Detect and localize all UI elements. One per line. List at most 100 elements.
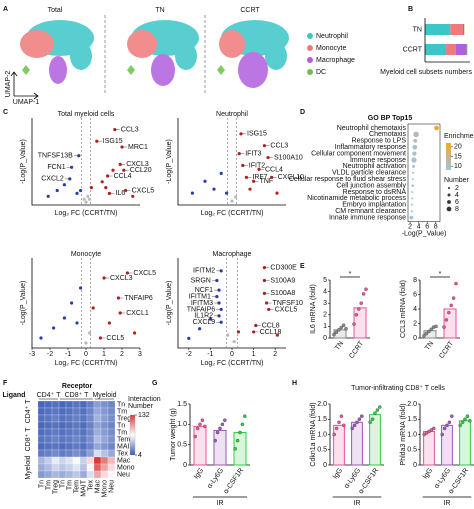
heat-cell [58,414,67,423]
gene-label: TNFSF10 [273,300,303,307]
x-tick-label: 2 [408,223,412,230]
point [339,325,343,330]
heat-cell [100,442,109,451]
cell-cluster [20,30,54,58]
gene-label: TNFSF13B [38,153,73,160]
point [360,414,364,418]
point [332,332,336,337]
gene-label: IFITM2 [193,268,215,275]
point [355,420,359,425]
axis-title: Ligand [3,392,26,399]
point [240,422,245,427]
point [200,418,205,423]
cell-cluster [151,54,175,86]
gene-label: CXCL9 [193,319,216,326]
term-label: Immune response [350,157,406,164]
dot [413,138,418,143]
bar [193,425,207,466]
axis-label: -Log(P_Value) [20,139,27,184]
point [82,197,86,201]
point [218,426,222,431]
gene-label: CXCL2 [41,176,64,183]
chart-title: Neutrophil [216,111,248,118]
heat-cell [51,421,60,430]
heat-cell [79,442,88,451]
point [458,423,462,428]
term-label: CM remnant clearance [335,208,406,215]
bar-segment [425,44,447,55]
cell-cluster [22,65,30,75]
heat-cell [100,435,109,444]
y-tick-label: 1 [323,323,327,330]
category-label: α-Ly6G [343,467,362,490]
gene-label: CCL18 [260,329,282,336]
heat-cell [51,463,60,472]
colorbar [446,143,451,170]
axis-label: IL6 mRNA (fold) [310,284,317,334]
point [107,321,111,325]
point [100,180,104,184]
dot [413,131,419,138]
x-tick-label: -1 [207,351,213,358]
bar-segment [446,44,456,55]
axis-label: Log₂ FC (CCRT/TN) [55,210,118,217]
sig-label: * [349,271,352,278]
point [361,292,366,296]
bar-segment [462,24,465,35]
row-label: Tm [117,429,127,436]
size-label: 6 [455,199,459,206]
gene-label: CCL5 [106,335,124,342]
dot [409,215,414,220]
point [133,331,137,335]
heat-cell [65,470,74,479]
heat-cell [93,428,102,437]
panel-letter: G [152,380,158,387]
heat-cell [93,456,102,465]
point [213,438,217,443]
group-label: IR [444,500,451,507]
y-tick-label: 0.5 [407,447,417,454]
point [352,322,356,326]
colorbar-label: 20 [454,144,462,151]
y-tick-label: 1.0 [407,431,417,438]
point [332,432,336,437]
gene-label: CXCL10 [278,174,305,181]
y-tick-label: 2 [413,320,417,327]
point [427,329,431,334]
gene-label: IFIT3 [245,150,261,157]
col-label: Tm [45,480,52,490]
heat-cell [100,428,109,437]
term-label: Response to dsRNA [343,189,407,196]
x-tick-label: 1 [102,351,106,358]
size-key [447,200,451,204]
legend-swatch [307,33,313,39]
point [220,422,225,427]
row-label: Tm [117,408,127,415]
gene-label: CCL8 [262,322,280,329]
col-label: Mono [101,480,108,498]
row-label: MAIT [117,443,134,450]
heat-cell [72,456,81,465]
heat-cell [79,421,88,430]
term-label: Nicotinamide metabolic process [307,195,406,202]
point [337,420,341,425]
heat-cell [44,414,53,423]
y-tick-label: 2.0 [317,401,327,408]
heat-cell [58,435,67,444]
heat-cell [65,449,74,458]
point [465,414,470,418]
umap-axes [10,71,39,100]
category-label: CCRT [403,46,423,53]
point [468,419,472,423]
heat-cell [86,470,95,479]
point [88,197,92,201]
point [238,430,242,435]
point [447,310,451,315]
point [79,188,83,193]
x-tick-label: 8 [434,223,438,230]
heat-cell [79,414,88,423]
point [254,323,258,328]
heat-cell [86,407,95,416]
gene-label: S100A8 [270,290,295,297]
umap-panel [217,20,289,88]
